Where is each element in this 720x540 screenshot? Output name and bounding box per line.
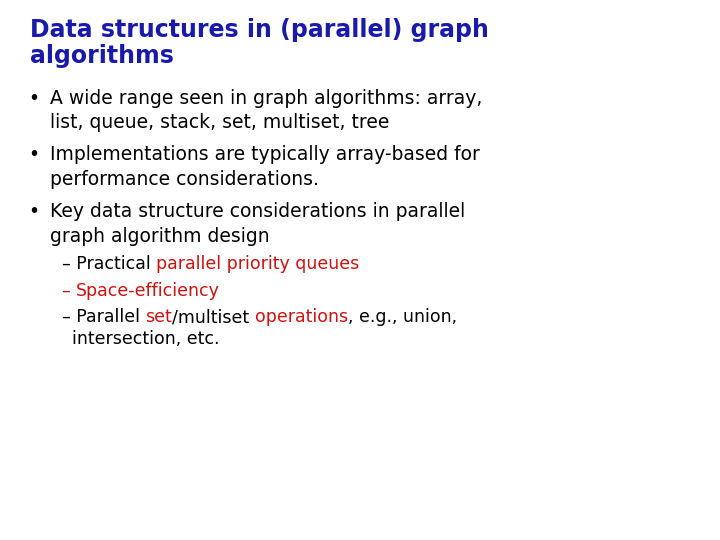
Text: •: • [28, 202, 39, 221]
Text: Data structures in (parallel) graph: Data structures in (parallel) graph [30, 18, 489, 42]
Text: operations: operations [255, 308, 348, 326]
Text: parallel priority queues: parallel priority queues [156, 255, 359, 273]
Text: –: – [62, 281, 76, 300]
Text: Key data structure considerations in parallel: Key data structure considerations in par… [50, 202, 465, 221]
Text: A wide range seen in graph algorithms: array,: A wide range seen in graph algorithms: a… [50, 89, 482, 107]
Text: graph algorithm design: graph algorithm design [50, 226, 269, 246]
Text: list, queue, stack, set, multiset, tree: list, queue, stack, set, multiset, tree [50, 113, 390, 132]
Text: performance considerations.: performance considerations. [50, 170, 319, 189]
Text: Implementations are typically array-based for: Implementations are typically array-base… [50, 145, 480, 165]
Text: /multiset: /multiset [172, 308, 255, 326]
Text: •: • [28, 89, 39, 107]
Text: •: • [28, 145, 39, 165]
Text: set: set [145, 308, 172, 326]
Text: algorithms: algorithms [30, 44, 174, 69]
Text: Space-efficiency: Space-efficiency [76, 281, 220, 300]
Text: , e.g., union,: , e.g., union, [348, 308, 457, 326]
Text: – Parallel: – Parallel [62, 308, 145, 326]
Text: – Practical: – Practical [62, 255, 156, 273]
Text: intersection, etc.: intersection, etc. [72, 330, 220, 348]
